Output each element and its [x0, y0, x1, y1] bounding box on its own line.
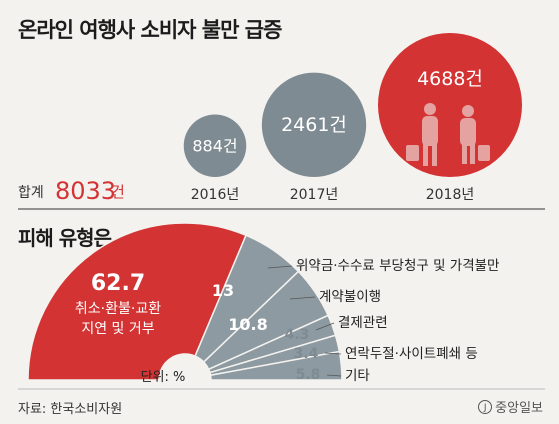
pie-title: 피해 유형은 — [18, 226, 112, 250]
bubble-year-label: 2016년 — [191, 187, 240, 203]
leader-line — [326, 374, 342, 377]
slice-name-line1: 취소·환불·교환 — [75, 301, 161, 317]
bubble-2017년 — [261, 72, 367, 177]
slice-name-label: 위약금·수수료 부당청구 및 가격불만 — [296, 258, 499, 274]
total-label: 합계 — [18, 185, 44, 201]
publisher-name: 중앙일보 — [495, 401, 543, 416]
leader-line — [324, 352, 342, 355]
leader-line — [267, 265, 293, 269]
slice-name-label: 결제관련 — [338, 315, 388, 331]
bubble-value-label: 884건 — [192, 137, 237, 156]
pie-slice — [27, 222, 247, 381]
slice-name-label: 연락두절·사이트폐쇄 등 — [345, 346, 478, 362]
bubble-chart: 884건 2016년 2461건 2017년 4688건 2018년 — [183, 33, 522, 203]
bubble-year-label: 2018년 — [426, 187, 475, 203]
pie-slice — [209, 350, 343, 381]
total-unit: 건 — [111, 183, 125, 201]
unit-note: 단위: % — [141, 370, 186, 385]
slice-value-label: 10.8 — [228, 315, 267, 334]
travelers-icon — [406, 103, 490, 166]
slice-value-label: 3.4 — [294, 346, 319, 362]
page-title: 온라인 여행사 소비자 불만 급증 — [18, 18, 282, 42]
bubble-2018년 — [378, 33, 522, 177]
source-note: 자료: 한국소비자원 — [18, 402, 123, 417]
bubble-value-label: 4688건 — [417, 68, 483, 90]
publisher-logo: J 중앙일보 — [478, 397, 543, 416]
bubble-year-label: 2017년 — [290, 187, 339, 203]
slice-value: 62.7 — [91, 271, 145, 296]
total-value: 8033 — [55, 177, 116, 205]
slice-value-label: 4.3 — [285, 327, 310, 343]
slice-name-line2: 지연 및 거부 — [81, 321, 154, 337]
publisher-mark-icon: J — [478, 399, 493, 414]
bubble-2016년 — [183, 114, 247, 177]
slice-value-label: 5.8 — [296, 367, 321, 383]
slice-name-label: 계약불이행 — [319, 289, 381, 305]
slice-value-label: 13 — [212, 281, 234, 300]
slice-name-label: 기타 — [345, 368, 370, 384]
bubble-value-label: 2461건 — [281, 114, 347, 136]
leader-line — [289, 296, 316, 300]
leader-line — [315, 322, 335, 331]
